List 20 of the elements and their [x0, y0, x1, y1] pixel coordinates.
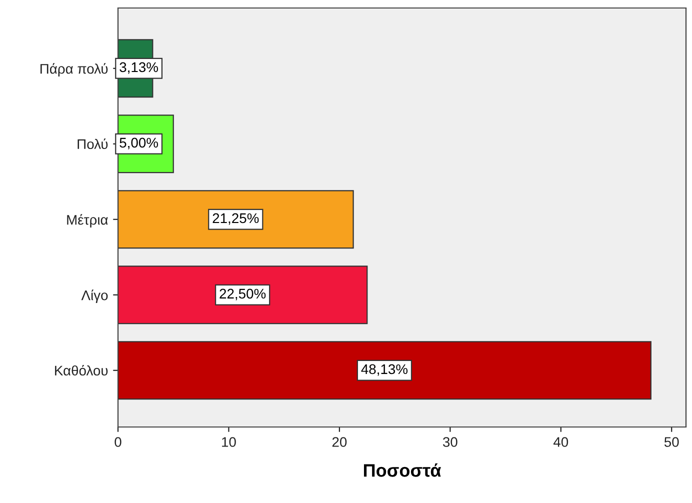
bar: [118, 341, 652, 400]
data-label: 3,13%: [120, 62, 158, 74]
x-tick-label: 20: [332, 437, 347, 447]
y-tick-label: Καθόλου: [55, 364, 108, 376]
bar: [118, 266, 368, 324]
data-label: 48,13%: [361, 364, 408, 376]
y-tick-label: Μέτρια: [67, 214, 108, 228]
data-label: 21,25%: [212, 213, 259, 225]
x-tick-label: 50: [664, 437, 679, 447]
x-axis-title: Ποσοστά: [364, 463, 442, 477]
y-tick-label: Λίγο: [81, 290, 108, 303]
x-tick-label: 10: [222, 437, 236, 447]
data-label: 22,50%: [220, 288, 266, 300]
y-tick-label: Πάρα πολύ: [40, 63, 108, 77]
y-tick-label: Πολύ: [78, 138, 108, 150]
bar: [118, 190, 354, 249]
x-tick-label: 40: [553, 437, 568, 447]
x-tick-label: 0: [114, 437, 122, 447]
data-label: 5,00%: [120, 138, 158, 150]
x-tick-label: 30: [442, 437, 458, 447]
